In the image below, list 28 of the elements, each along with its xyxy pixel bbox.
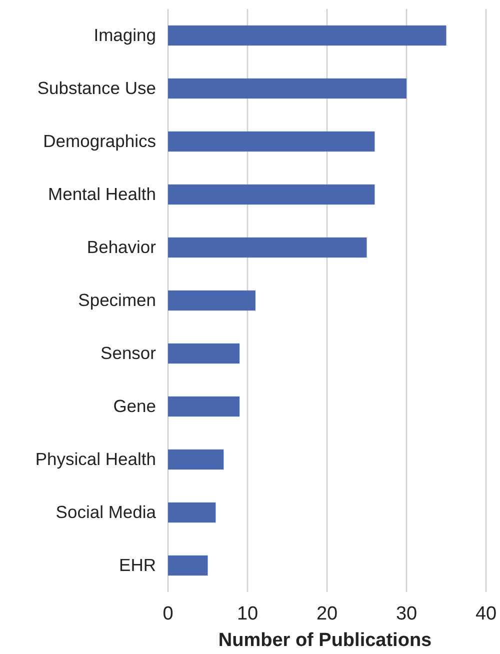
bar <box>168 343 240 364</box>
y-tick-label: Gene <box>113 396 156 416</box>
y-tick-label: Physical Health <box>35 449 156 470</box>
bar <box>168 555 208 576</box>
bar <box>168 449 224 470</box>
x-tick-label: 40 <box>475 603 497 624</box>
x-tick-label: 30 <box>396 603 418 624</box>
y-tick-label: Demographics <box>43 131 156 152</box>
bar <box>168 290 256 311</box>
bar <box>168 396 240 417</box>
bar <box>168 25 446 46</box>
y-tick-label: Imaging <box>94 25 156 46</box>
y-tick-label: Social Media <box>56 502 156 522</box>
bar <box>168 131 375 152</box>
x-tick-label: 0 <box>162 603 174 624</box>
bar <box>168 237 367 258</box>
y-tick-label: Specimen <box>78 290 156 310</box>
x-axis-title: Number of Publications <box>218 630 432 651</box>
y-tick-label: Sensor <box>100 343 156 364</box>
x-tick-label: 20 <box>316 603 338 624</box>
bar <box>168 184 375 205</box>
y-tick-label: Behavior <box>86 237 156 258</box>
bar <box>168 78 406 99</box>
y-tick-label: Substance Use <box>37 78 156 98</box>
y-tick-label: EHR <box>119 555 156 576</box>
bar <box>168 502 216 523</box>
x-tick-label: 10 <box>236 603 258 624</box>
y-tick-label: Mental Health <box>48 184 156 204</box>
